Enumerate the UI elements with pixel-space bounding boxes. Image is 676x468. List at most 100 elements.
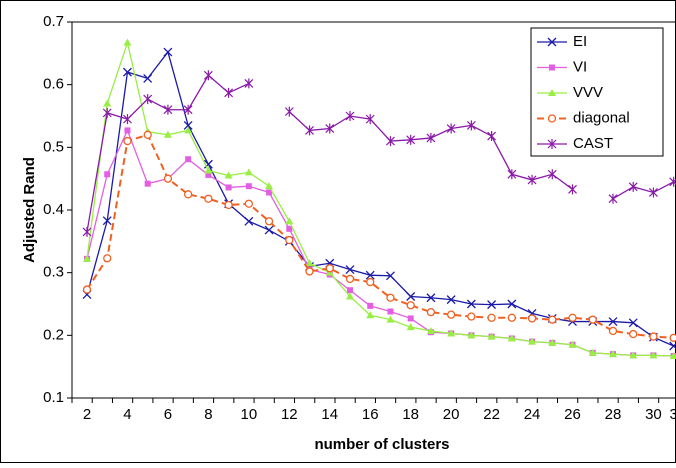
data-point — [548, 338, 557, 346]
data-point — [426, 293, 436, 303]
data-point — [406, 292, 416, 301]
data-point — [528, 337, 537, 345]
data-point — [185, 156, 192, 163]
data-point — [264, 217, 274, 226]
data-point — [487, 300, 497, 310]
data-point — [608, 326, 618, 336]
data-point — [225, 184, 232, 191]
data-point — [366, 311, 375, 319]
data-point — [367, 302, 374, 309]
data-point — [547, 169, 557, 180]
data-point — [82, 285, 92, 294]
data-point — [264, 225, 274, 235]
data-point — [244, 168, 253, 176]
x-tick-label: 6 — [164, 406, 172, 423]
data-point — [385, 271, 395, 281]
data-point — [203, 70, 213, 81]
data-point — [103, 99, 112, 107]
y-tick-label: 0.1 — [43, 389, 64, 406]
x-tick-label: 22 — [483, 406, 500, 423]
data-point — [426, 132, 436, 143]
series-line — [612, 181, 674, 200]
y-tick-label: 0.2 — [43, 326, 64, 343]
data-point — [608, 317, 618, 327]
data-point — [527, 174, 537, 185]
data-point — [345, 292, 354, 300]
data-point — [183, 190, 193, 199]
data-point — [205, 171, 212, 178]
y-tick-label: 0.5 — [43, 138, 64, 155]
data-point — [407, 315, 414, 322]
data-point — [387, 308, 394, 315]
data-point — [305, 125, 314, 136]
data-point — [204, 194, 213, 203]
data-point — [183, 120, 193, 130]
x-tick-label: 18 — [402, 406, 419, 423]
data-point — [184, 126, 193, 134]
data-point — [406, 323, 415, 331]
data-point — [83, 254, 91, 262]
data-point — [446, 295, 456, 305]
data-point — [608, 350, 617, 358]
data-point — [507, 169, 517, 180]
data-point — [386, 293, 395, 302]
data-point — [386, 315, 395, 323]
data-point — [345, 265, 355, 274]
x-tick-label: 20 — [443, 406, 460, 423]
legend-marker — [548, 89, 556, 96]
data-point — [629, 329, 638, 339]
x-tick-label: 28 — [605, 406, 622, 423]
x-tick-label: 12 — [281, 406, 298, 423]
x-tick-label: 24 — [524, 406, 541, 423]
data-point — [669, 176, 676, 187]
legend-label: VI — [573, 58, 587, 75]
data-point — [426, 307, 436, 317]
data-point — [467, 312, 476, 321]
data-point — [669, 333, 676, 342]
data-point — [365, 114, 375, 125]
data-point — [123, 136, 132, 146]
data-point — [143, 73, 153, 83]
y-tick-label: 0.4 — [43, 201, 64, 218]
data-point — [628, 181, 638, 192]
data-point — [244, 199, 253, 208]
data-point — [285, 217, 294, 225]
x-tick-label: 3 — [669, 406, 676, 423]
data-point — [203, 159, 213, 169]
y-tick-label: 0.6 — [43, 76, 64, 93]
data-point — [507, 299, 517, 309]
data-point — [649, 351, 658, 359]
data-point — [588, 315, 597, 324]
data-point — [123, 38, 132, 46]
data-point — [507, 334, 516, 342]
data-point — [265, 182, 274, 190]
data-point — [144, 180, 151, 187]
data-point — [163, 47, 173, 57]
data-point — [82, 226, 92, 237]
data-point — [406, 301, 415, 310]
data-point — [426, 326, 435, 334]
data-point — [224, 171, 233, 179]
legend-marker — [547, 139, 557, 149]
data-point — [629, 351, 638, 359]
legend-label: CAST — [573, 135, 613, 152]
legend-label: diagonal — [573, 109, 630, 126]
data-point — [487, 332, 496, 340]
data-point — [568, 184, 577, 195]
data-point — [568, 340, 577, 348]
y-tick-label: 0.7 — [43, 13, 64, 30]
data-point — [406, 134, 416, 145]
data-point — [346, 287, 353, 294]
x-tick-label: 26 — [564, 406, 581, 423]
data-point — [325, 264, 334, 273]
data-point — [284, 106, 294, 117]
data-point — [244, 78, 254, 89]
x-tick-label: 14 — [321, 406, 338, 423]
data-point — [365, 270, 375, 280]
data-point — [507, 313, 516, 322]
data-point — [487, 313, 496, 322]
data-point — [204, 166, 213, 174]
data-point — [608, 193, 618, 204]
x-tick-label: 16 — [362, 406, 379, 423]
